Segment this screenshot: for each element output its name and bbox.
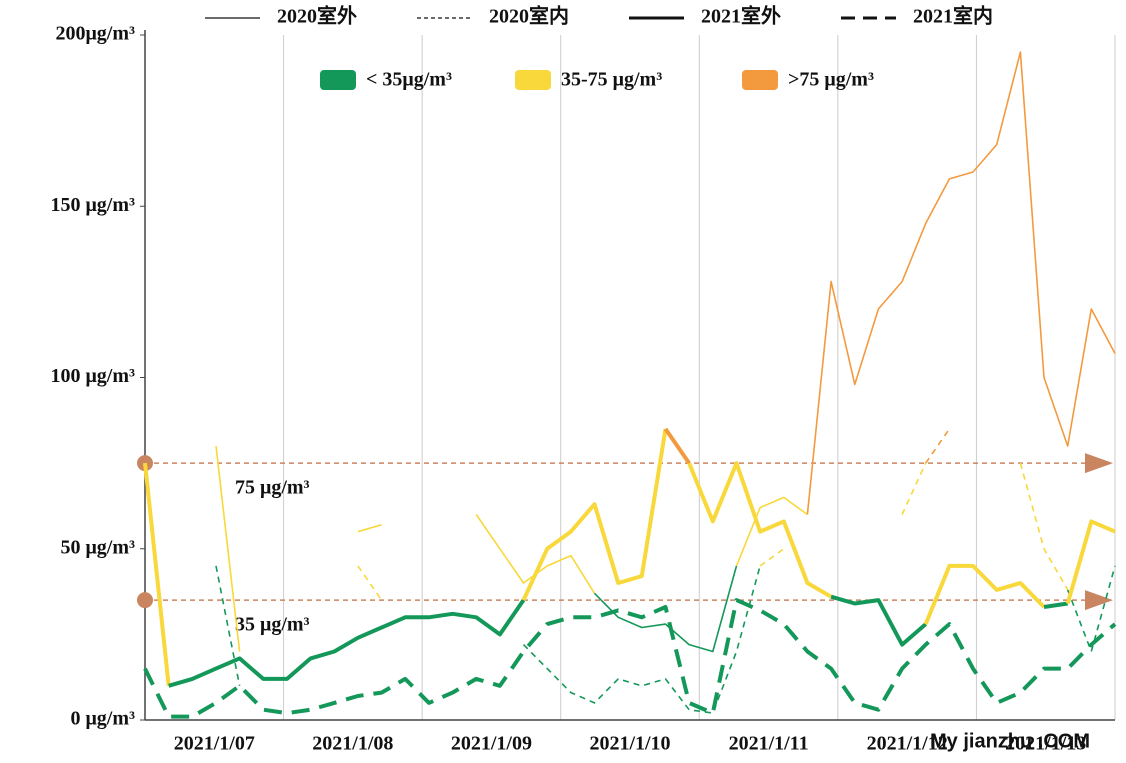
y-tick-label: 50 μg/m³ (60, 536, 135, 558)
series-line (687, 461, 833, 599)
x-tick-label: 2021/1/09 (451, 733, 532, 755)
series-line (521, 428, 668, 601)
series-line (1019, 462, 1069, 591)
series-line (357, 524, 382, 533)
threshold-arrow (1085, 453, 1113, 474)
x-tick-label: 2021/1/07 (174, 733, 255, 755)
series-line (925, 428, 951, 464)
legend-label: 2021室内 (913, 4, 993, 28)
x-tick-label: 2021/1/11 (729, 733, 809, 755)
legend-label: < 35μg/m³ (366, 69, 452, 91)
threshold-arrow (1085, 590, 1113, 611)
legend-label: 2020室外 (277, 4, 357, 28)
x-tick-label: 2021/1/13 (1005, 733, 1086, 755)
threshold-label: 75 μg/m³ (235, 477, 310, 499)
series-line (1066, 565, 1116, 653)
series-line (143, 462, 171, 687)
legend-label: 2020室内 (489, 4, 569, 28)
x-tick-label: 2021/1/12 (867, 733, 948, 755)
series-line (357, 565, 383, 601)
series-line (168, 598, 526, 688)
y-tick-label: 150 μg/m³ (50, 194, 135, 216)
series-line (593, 565, 738, 653)
series-line (923, 563, 1046, 625)
series-line (215, 565, 241, 686)
series-line (806, 51, 1116, 515)
legend-swatch (515, 70, 551, 90)
y-tick-label: 0 μg/m³ (70, 708, 135, 730)
y-tick-label: 100 μg/m³ (50, 365, 135, 387)
series-line (522, 565, 761, 714)
series-line (759, 548, 785, 567)
legend-label: >75 μg/m³ (788, 69, 874, 91)
legend-swatch (742, 70, 778, 90)
series-line (143, 598, 1117, 719)
series-line (735, 496, 808, 567)
series-line (1043, 601, 1068, 609)
series-line (830, 594, 928, 647)
y-tick-label: 200μg/m³ (55, 23, 135, 45)
threshold-label: 35 μg/m³ (235, 614, 310, 636)
x-tick-label: 2021/1/10 (589, 733, 670, 755)
threshold-dot (137, 592, 153, 609)
series-line (901, 462, 927, 515)
series-line (663, 427, 691, 465)
series-line (215, 445, 241, 652)
x-tick-label: 2021/1/08 (312, 733, 393, 755)
legend-swatch (320, 70, 356, 90)
legend-label: 35-75 μg/m³ (561, 69, 662, 91)
series-line (1065, 519, 1116, 605)
legend-label: 2021室外 (701, 4, 781, 28)
watermark: My jianzhu .COM (930, 730, 1090, 752)
